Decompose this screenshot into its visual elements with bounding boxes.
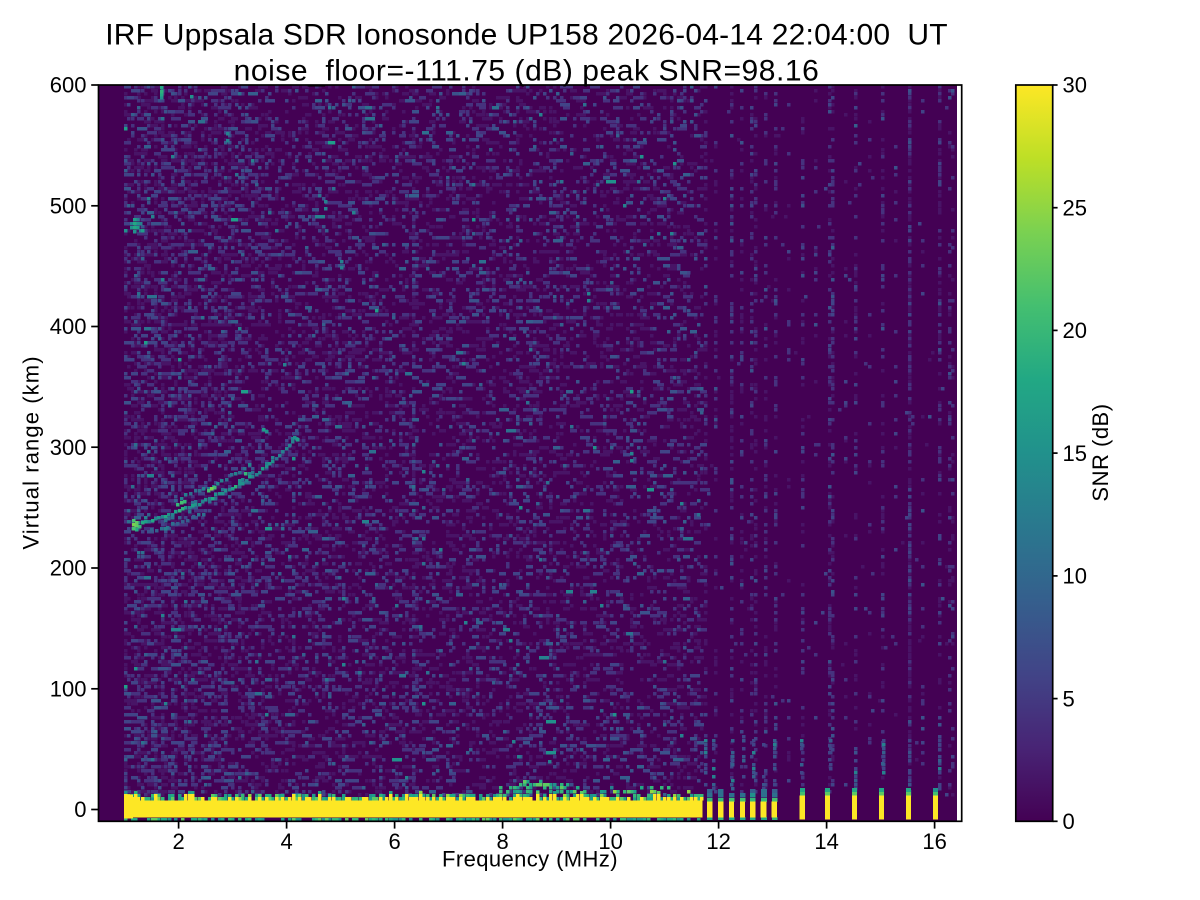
svg-text:600: 600 <box>50 73 87 98</box>
svg-text:10: 10 <box>598 829 622 854</box>
svg-text:IRF Uppsala SDR Ionosonde UP15: IRF Uppsala SDR Ionosonde UP158 2026-04-… <box>105 19 948 52</box>
svg-text:SNR (dB): SNR (dB) <box>1088 403 1113 501</box>
svg-text:25: 25 <box>1063 195 1087 220</box>
svg-text:400: 400 <box>50 314 87 339</box>
svg-text:Virtual range (km): Virtual range (km) <box>19 355 44 549</box>
svg-text:0: 0 <box>1063 809 1075 834</box>
svg-text:4: 4 <box>280 829 292 854</box>
svg-text:noise_floor=-111.75 (dB) peak: noise_floor=-111.75 (dB) peak SNR=98.16 <box>234 55 820 88</box>
svg-text:20: 20 <box>1063 318 1087 343</box>
svg-text:10: 10 <box>1063 564 1087 589</box>
svg-text:Frequency (MHz): Frequency (MHz) <box>442 847 618 872</box>
svg-text:0: 0 <box>74 797 86 822</box>
svg-text:15: 15 <box>1063 441 1087 466</box>
svg-text:5: 5 <box>1063 686 1075 711</box>
svg-text:6: 6 <box>388 829 400 854</box>
svg-text:100: 100 <box>50 677 87 702</box>
svg-text:16: 16 <box>922 829 946 854</box>
svg-text:200: 200 <box>50 556 87 581</box>
svg-text:30: 30 <box>1063 73 1087 98</box>
svg-text:8: 8 <box>496 829 508 854</box>
svg-text:14: 14 <box>814 829 838 854</box>
svg-text:500: 500 <box>50 193 87 218</box>
svg-text:300: 300 <box>50 435 87 460</box>
svg-text:2: 2 <box>172 829 184 854</box>
svg-text:12: 12 <box>706 829 730 854</box>
